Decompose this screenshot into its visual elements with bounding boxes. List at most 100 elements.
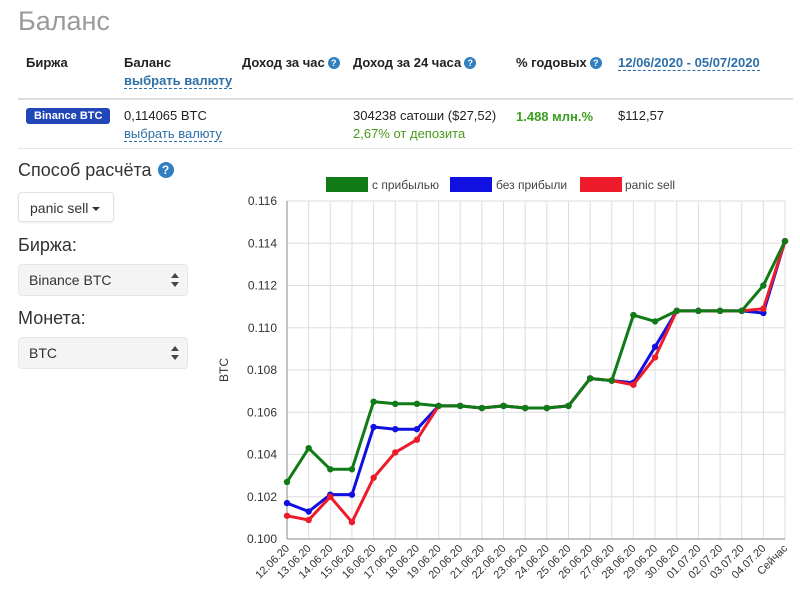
- exchange-label: Биржа:: [18, 235, 77, 256]
- data-point: [674, 308, 680, 314]
- data-point: [652, 318, 658, 324]
- header-hourly: Доход за час?: [242, 55, 340, 70]
- x-tick-label: 29.06.20: [621, 543, 660, 582]
- x-tick-label: 26.06.20: [556, 543, 595, 582]
- data-point: [435, 403, 441, 409]
- y-tick-label: 0.106: [247, 405, 277, 419]
- x-tick-label: 28.06.20: [600, 543, 639, 582]
- legend-swatch: [450, 177, 492, 192]
- data-point: [435, 403, 441, 409]
- x-tick-label: 13.06.20: [275, 543, 314, 582]
- data-point: [782, 238, 788, 244]
- data-point: [587, 375, 593, 381]
- data-point: [587, 375, 593, 381]
- data-point: [717, 308, 723, 314]
- x-tick-label: 16.06.20: [340, 543, 379, 582]
- data-point: [479, 405, 485, 411]
- data-point: [717, 308, 723, 314]
- x-tick-label: 12.06.20: [253, 543, 292, 582]
- data-point: [609, 377, 615, 383]
- header-daily: Доход за 24 часа?: [353, 55, 476, 70]
- y-tick-label: 0.110: [248, 321, 277, 335]
- x-tick-label: 17.06.20: [362, 543, 401, 582]
- help-icon[interactable]: ?: [590, 57, 602, 69]
- data-point: [695, 308, 701, 314]
- series-line: [287, 241, 785, 511]
- data-point: [435, 403, 441, 409]
- data-point: [565, 403, 571, 409]
- x-tick-label: 18.06.20: [383, 543, 422, 582]
- data-point: [370, 475, 376, 481]
- data-point: [522, 405, 528, 411]
- legend-swatch: [580, 177, 622, 192]
- series-line: [287, 241, 785, 522]
- header-balance: Баланс: [124, 55, 171, 70]
- coin-label: Монета:: [18, 308, 86, 329]
- data-point: [609, 377, 615, 383]
- coin-select[interactable]: BTC: [18, 337, 188, 369]
- date-range-picker[interactable]: 12/06/2020 - 05/07/2020: [618, 55, 760, 71]
- select-arrows-icon: [171, 346, 179, 360]
- data-point: [565, 403, 571, 409]
- data-point: [392, 426, 398, 432]
- page-title: Баланс: [18, 6, 110, 37]
- data-point: [630, 312, 636, 318]
- method-label: Способ расчёта?: [18, 160, 174, 181]
- data-point: [522, 405, 528, 411]
- exchange-badge: Binance BTC: [26, 108, 110, 124]
- data-point: [500, 403, 506, 409]
- data-point: [349, 466, 355, 472]
- data-point: [284, 500, 290, 506]
- x-tick-label: 19.06.20: [405, 543, 444, 582]
- data-point: [479, 405, 485, 411]
- data-point: [500, 403, 506, 409]
- y-tick-label: 0.114: [248, 236, 277, 250]
- daily-income-value: 304238 сатоши ($27,52): [353, 108, 496, 123]
- data-point: [457, 403, 463, 409]
- x-tick-label: Сейчас: [755, 542, 790, 577]
- help-icon[interactable]: ?: [328, 57, 340, 69]
- data-point: [738, 308, 744, 314]
- data-point: [414, 401, 420, 407]
- x-tick-label: 15.06.20: [318, 543, 357, 582]
- x-tick-label: 02.07.20: [686, 543, 725, 582]
- data-point: [544, 405, 550, 411]
- x-tick-label: 04.07.20: [730, 543, 769, 582]
- data-point: [327, 466, 333, 472]
- data-point: [284, 479, 290, 485]
- method-dropdown[interactable]: panic sell: [18, 192, 114, 222]
- y-tick-label: 0.116: [248, 194, 277, 208]
- table-row-divider: [18, 148, 793, 149]
- select-arrows-icon: [171, 273, 179, 287]
- y-tick-label: 0.100: [247, 532, 277, 546]
- data-point: [630, 379, 636, 385]
- data-point: [500, 403, 506, 409]
- exchange-select[interactable]: Binance BTC: [18, 264, 188, 296]
- header-exchange: Биржа: [26, 55, 68, 70]
- data-point: [544, 405, 550, 411]
- data-point: [565, 403, 571, 409]
- choose-currency-link[interactable]: выбрать валюту: [124, 126, 222, 141]
- annual-percent-value: 1.488 млн.%: [516, 109, 593, 124]
- help-icon[interactable]: ?: [158, 162, 174, 178]
- x-tick-label: 20.06.20: [427, 543, 466, 582]
- legend-swatch: [326, 177, 368, 192]
- data-point: [284, 513, 290, 519]
- data-point: [457, 403, 463, 409]
- x-tick-label: 03.07.20: [708, 543, 747, 582]
- x-tick-label: 14.06.20: [297, 543, 336, 582]
- data-point: [327, 491, 333, 497]
- header-choose-currency-link[interactable]: выбрать валюту: [124, 73, 232, 88]
- x-tick-label: 21.06.20: [448, 543, 487, 582]
- x-tick-label: 25.06.20: [535, 543, 574, 582]
- y-tick-label: 0.108: [247, 363, 277, 377]
- y-tick-label: 0.104: [247, 448, 277, 462]
- data-point: [760, 310, 766, 316]
- data-point: [370, 424, 376, 430]
- data-point: [414, 437, 420, 443]
- data-point: [305, 508, 311, 514]
- help-icon[interactable]: ?: [464, 57, 476, 69]
- data-point: [414, 426, 420, 432]
- x-tick-label: 24.06.20: [513, 543, 552, 582]
- data-point: [760, 282, 766, 288]
